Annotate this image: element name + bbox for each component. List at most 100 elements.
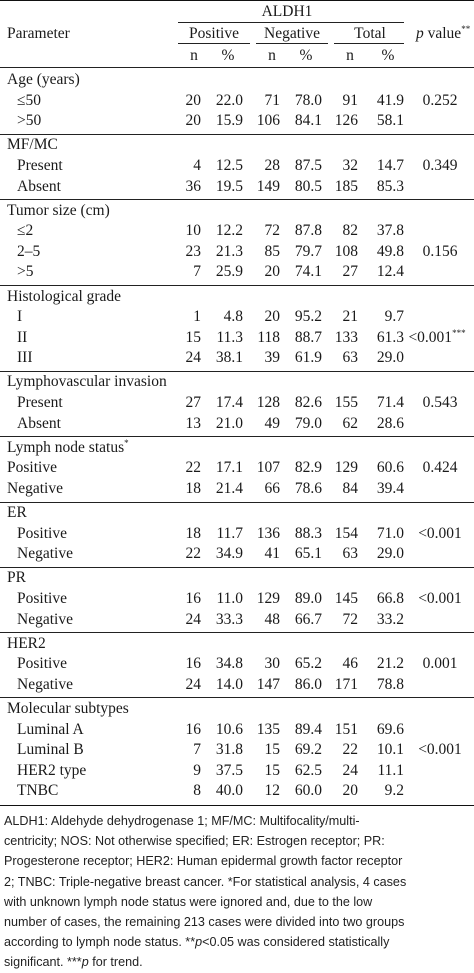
cell-pn: 18	[185, 524, 202, 542]
header-parameter: Parameter	[7, 25, 70, 42]
table-rule	[0, 804, 474, 806]
cell-pn: 9	[193, 761, 201, 779]
cell-nn: 15	[264, 741, 281, 759]
cell-pp: 11.0	[216, 589, 243, 607]
cell-pvalue: 0.001	[422, 655, 458, 673]
cell-pn: 10	[185, 222, 202, 240]
cell-np: 65.1	[294, 545, 322, 563]
cell-pvalue: <0.001***	[408, 327, 466, 346]
cell-tp: 29.0	[376, 545, 404, 563]
cell-tp: 66.8	[376, 589, 404, 607]
cell-tn: 84	[342, 479, 359, 497]
row-label: Absent	[17, 177, 61, 195]
cell-tn: 126	[334, 112, 358, 130]
row-label: Positive	[17, 589, 67, 607]
footnote-line: with unknown lymph node status were igno…	[4, 894, 373, 909]
cell-pp: 19.5	[215, 177, 243, 195]
cell-pp: 4.8	[223, 308, 243, 326]
footnote-line: Progesterone receptor; HER2: Human epide…	[4, 854, 403, 869]
cell-nn: 135	[256, 720, 280, 738]
cell-tn: 63	[342, 545, 359, 563]
cell-np: 79.7	[294, 242, 322, 260]
cell-nn: 20	[264, 308, 281, 326]
row-label: ≤50	[17, 91, 42, 109]
cell-np: 82.9	[294, 459, 322, 477]
cell-pvalue: 0.156	[422, 242, 458, 260]
row-label: Luminal A	[17, 720, 84, 738]
cell-nn: 39	[264, 349, 281, 367]
row-label: HER2 type	[17, 761, 87, 779]
cell-tn: 145	[334, 589, 358, 607]
row-label: TNBC	[17, 782, 59, 800]
header-negative: Negative	[264, 25, 320, 42]
cell-nn: 15	[264, 761, 281, 779]
cell-tn: 129	[334, 459, 358, 477]
row-label: >50	[17, 112, 42, 130]
cell-pn: 36	[185, 177, 202, 195]
subheader-positive-n: n	[190, 47, 198, 64]
cell-pp: 40.0	[215, 782, 243, 800]
header-total: Total	[354, 25, 386, 42]
cell-tn: 151	[334, 720, 358, 738]
cell-tn: 46	[342, 655, 359, 673]
group-label: Age (years)	[7, 71, 80, 88]
cell-tn: 108	[334, 242, 358, 260]
row-label: ≤2	[17, 222, 34, 240]
cell-nn: 49	[264, 414, 281, 432]
row-label: 2–5	[17, 242, 41, 260]
cell-tp: 61.3	[376, 328, 404, 346]
cell-tp: 29.0	[376, 349, 404, 367]
cell-np: 88.7	[294, 328, 322, 346]
row-label: Positive	[17, 655, 67, 673]
cell-tp: 21.2	[376, 655, 404, 673]
cell-pn: 24	[185, 349, 202, 367]
row-label: Luminal B	[17, 741, 84, 759]
cell-pn: 20	[185, 112, 202, 130]
group-label: Lymphovascular invasion	[7, 373, 167, 391]
row-label: III	[17, 349, 33, 367]
cell-np: 95.2	[294, 308, 322, 326]
cell-tp: 69.6	[376, 720, 404, 738]
cell-pp: 21.0	[215, 414, 243, 432]
cell-pn: 16	[185, 589, 202, 607]
cell-np: 62.5	[294, 761, 322, 779]
row-label: Positive	[17, 524, 67, 542]
cell-np: 60.0	[294, 782, 322, 800]
header-positive: Positive	[189, 25, 239, 42]
cell-tp: 33.2	[376, 610, 404, 628]
cell-pp: 10.6	[215, 720, 243, 738]
negative-underline	[256, 43, 328, 44]
cell-pn: 22	[185, 545, 202, 563]
group-label: Histological grade	[7, 287, 122, 305]
cell-np: 87.8	[294, 222, 322, 240]
subheader-negative-n: n	[268, 47, 276, 64]
cell-tp: 14.7	[376, 156, 404, 174]
cell-pn: 16	[185, 720, 202, 738]
subheader-total-pct: %	[381, 47, 395, 64]
cell-pp: 14.0	[215, 675, 243, 693]
cell-pn: 27	[185, 394, 202, 411]
cell-nn: 72	[264, 222, 281, 240]
group-label: ER	[7, 504, 27, 521]
row-label: Positive	[7, 459, 57, 477]
total-underline	[334, 43, 404, 44]
cell-tp: 60.6	[376, 459, 404, 477]
cell-pp: 11.3	[216, 328, 243, 346]
cell-tp: 12.4	[376, 263, 404, 281]
cell-pn: 22	[185, 459, 202, 477]
cell-pvalue: 0.349	[422, 156, 458, 174]
cell-tp: 39.4	[376, 479, 404, 497]
cell-nn: 30	[264, 655, 281, 673]
subheader-negative-pct: %	[299, 47, 313, 64]
cell-nn: 118	[257, 328, 280, 346]
cell-tp: 10.1	[376, 741, 404, 759]
table-footnote: ALDH1: Aldehyde dehydrogenase 1; MF/MC: …	[4, 811, 470, 973]
group-label: Molecular subtypes	[7, 699, 129, 717]
cell-nn: 136	[256, 524, 280, 542]
cell-tn: 32	[342, 156, 359, 174]
group-label: PR	[7, 569, 26, 587]
footnote-line: 2; TNBC: Triple-negative breast cancer. …	[4, 874, 407, 889]
cell-pvalue: 0.543	[422, 394, 458, 411]
cell-tn: 21	[342, 308, 359, 326]
cell-np: 84.1	[294, 112, 322, 130]
